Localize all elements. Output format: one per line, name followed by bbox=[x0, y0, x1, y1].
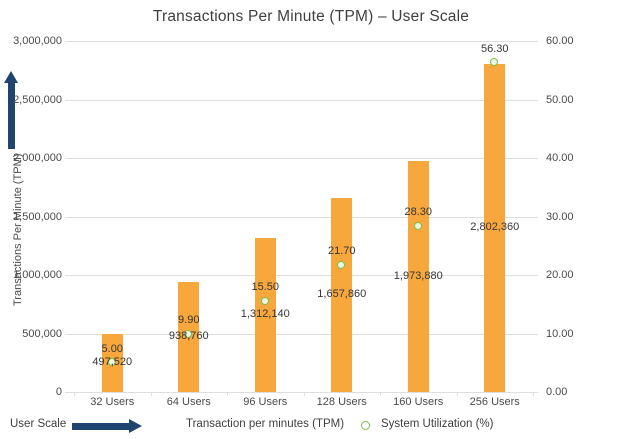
y-right-tick-label: 60.00 bbox=[546, 35, 574, 47]
utilization-value-label: 15.50 bbox=[251, 281, 280, 294]
tpm-value-label: 1,312,140 bbox=[240, 308, 290, 321]
y-right-tick-label: 20.00 bbox=[546, 269, 574, 281]
legend-tpm-label: Transaction per minutes (TPM) bbox=[186, 418, 345, 430]
tpm-legend-swatch-icon bbox=[160, 423, 182, 428]
arrow-head bbox=[4, 71, 18, 83]
utilization-value-label: 56.30 bbox=[480, 42, 509, 55]
legend-user-scale-label: User Scale bbox=[10, 418, 67, 430]
utilization-value-label: 9.90 bbox=[178, 314, 200, 327]
tpm-bar bbox=[331, 198, 353, 392]
legend-utilization-label: System Utilization (%) bbox=[381, 418, 494, 430]
arrow-head bbox=[129, 419, 142, 433]
tpm-value-label: 497,520 bbox=[92, 355, 133, 368]
tpm-bar bbox=[254, 238, 276, 392]
gridline bbox=[65, 392, 538, 393]
utilization-marker-icon bbox=[260, 296, 269, 305]
gridline bbox=[65, 275, 538, 276]
x-category-label: 64 Users bbox=[166, 396, 211, 408]
y-right-tick-label: 0.00 bbox=[546, 386, 568, 398]
y-left-tick-label: 1,500,000 bbox=[13, 210, 62, 223]
y-left-tick-label: 2,500,000 bbox=[13, 93, 62, 106]
tpm-bar bbox=[484, 64, 506, 392]
utilization-marker-icon bbox=[107, 358, 116, 367]
y-left-tick-label: 500,000 bbox=[22, 327, 62, 340]
y-right-tick-label: 30.00 bbox=[546, 210, 574, 223]
tpm-value-label: 2,802,360 bbox=[470, 221, 520, 234]
x-axis-tick bbox=[380, 392, 381, 396]
gridline bbox=[65, 158, 538, 159]
gridline bbox=[65, 99, 538, 101]
utilization-value-label: 5.00 bbox=[101, 342, 123, 355]
gridline bbox=[65, 41, 538, 42]
x-category-label: 256 Users bbox=[469, 396, 520, 408]
y-axis-title: Transactions Per Minute (TPM) bbox=[12, 153, 24, 307]
utilization-value-label: 21.70 bbox=[327, 245, 356, 258]
utilization-legend-marker-icon bbox=[353, 419, 378, 431]
user-scale-right-arrow-icon bbox=[72, 419, 142, 433]
x-axis-tick bbox=[456, 392, 458, 396]
tpm-value-label: 1,973,880 bbox=[393, 269, 443, 282]
x-axis-tick bbox=[303, 392, 305, 396]
y-left-tick-label: 2,000,000 bbox=[13, 152, 62, 164]
tpm-value-label: 1,657,860 bbox=[317, 288, 367, 300]
x-category-label: 128 Users bbox=[316, 396, 367, 408]
y-left-tick-label: 0 bbox=[55, 386, 62, 398]
x-category-label: 160 Users bbox=[393, 396, 444, 408]
y-right-tick-label: 50.00 bbox=[546, 93, 574, 106]
gridline bbox=[65, 216, 538, 218]
y-right-tick-label: 40.00 bbox=[546, 152, 574, 164]
legend-circle-marker-icon bbox=[361, 420, 370, 430]
x-category-label: 32 Users bbox=[90, 396, 135, 408]
utilization-marker-icon bbox=[337, 260, 346, 269]
x-category-label: 96 Users bbox=[243, 396, 288, 408]
user-scale-up-arrow-icon bbox=[4, 71, 18, 149]
utilization-marker-icon bbox=[413, 221, 422, 230]
arrow-body bbox=[72, 422, 129, 430]
x-axis-tick bbox=[74, 392, 75, 396]
gridline bbox=[65, 333, 538, 335]
tpm-bar bbox=[407, 161, 429, 392]
y-left-tick-label: 1,000,000 bbox=[13, 269, 62, 281]
x-axis-tick bbox=[227, 392, 228, 396]
chart-title: Transactions Per Minute (TPM) – User Sca… bbox=[152, 8, 470, 25]
x-axis-tick bbox=[533, 392, 534, 396]
y-left-tick-label: 3,000,000 bbox=[13, 35, 62, 47]
tpm-value-label: 938,760 bbox=[168, 330, 209, 343]
arrow-body bbox=[7, 82, 15, 149]
utilization-value-label: 28.30 bbox=[404, 206, 433, 219]
utilization-marker-icon bbox=[490, 58, 499, 67]
utilization-marker-icon bbox=[184, 329, 193, 338]
x-axis-tick bbox=[150, 392, 152, 396]
y-right-tick-label: 10.00 bbox=[546, 327, 574, 340]
